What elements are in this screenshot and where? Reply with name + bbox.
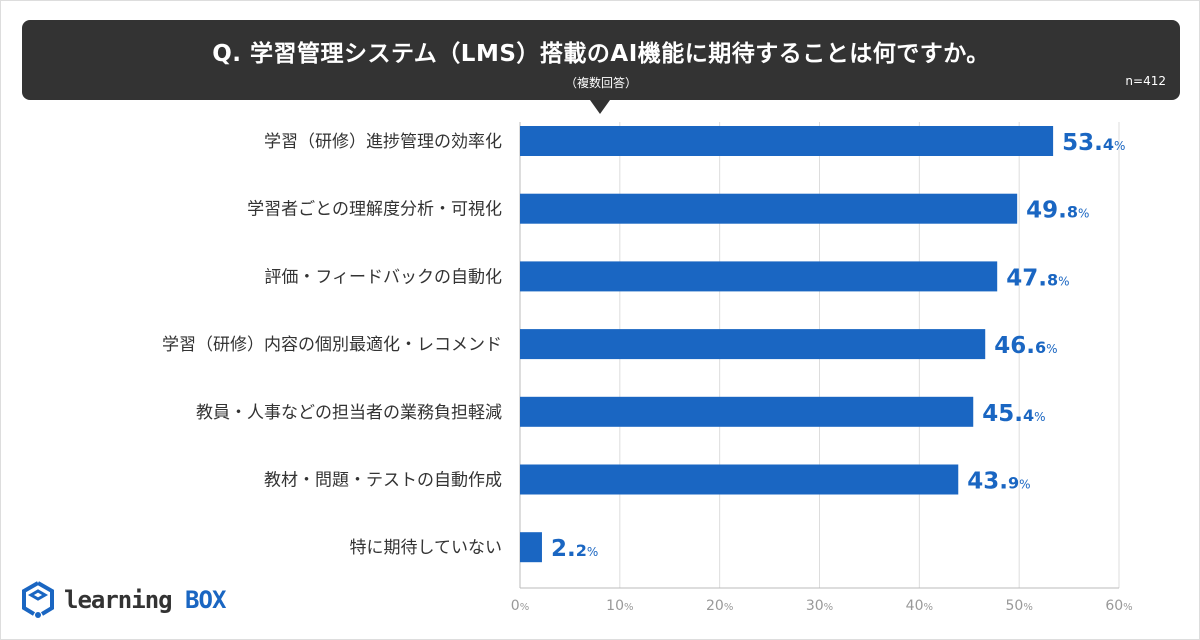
bar bbox=[520, 396, 974, 427]
x-tick-label: 60% bbox=[1105, 598, 1132, 614]
learningbox-logo: learning BOX bbox=[20, 580, 226, 620]
data-label: 45.4% bbox=[982, 401, 1045, 427]
question-banner: Q. 学習管理システム（LMS）搭載のAI機能に期待することは何ですか。 （複数… bbox=[22, 20, 1180, 100]
data-label: 46.6% bbox=[994, 333, 1057, 359]
x-tick-label: 20% bbox=[706, 598, 733, 614]
bar bbox=[520, 126, 1054, 156]
bar bbox=[520, 261, 998, 292]
category-label: 学習（研修）内容の個別最適化・レコメンド bbox=[162, 335, 502, 355]
sample-size: n=412 bbox=[1125, 74, 1166, 88]
data-label: 47.8% bbox=[1006, 265, 1069, 291]
category-label: 特に期待していない bbox=[350, 538, 503, 558]
chart-title: Q. 学習管理システム（LMS）搭載のAI機能に期待することは何ですか。 bbox=[212, 41, 990, 67]
banner-pointer bbox=[590, 100, 610, 114]
logo-text: learning bbox=[64, 586, 173, 614]
x-tick-label: 10% bbox=[606, 598, 633, 614]
data-label: 2.2% bbox=[551, 536, 598, 562]
logo-text-box: BOX bbox=[185, 586, 226, 614]
chart-subtitle: （複数回答） bbox=[564, 76, 637, 90]
category-label: 学習者ごとの理解度分析・可視化 bbox=[247, 200, 502, 220]
data-label: 53.4% bbox=[1062, 130, 1125, 156]
x-tick-label: 50% bbox=[1005, 598, 1032, 614]
x-tick-label: 40% bbox=[906, 598, 933, 614]
bar bbox=[520, 329, 986, 360]
bar bbox=[520, 193, 1018, 224]
data-label: 43.9% bbox=[967, 469, 1030, 495]
x-tick-label: 0% bbox=[511, 598, 529, 614]
x-tick-label: 30% bbox=[806, 598, 833, 614]
cube-logo-icon bbox=[22, 581, 54, 618]
category-label: 教材・問題・テストの自動作成 bbox=[264, 471, 502, 491]
category-label: 教員・人事などの担当者の業務負担軽減 bbox=[196, 403, 502, 423]
bar bbox=[520, 464, 959, 495]
data-label: 49.8% bbox=[1026, 198, 1089, 224]
category-label: 学習（研修）進捗管理の効率化 bbox=[264, 132, 502, 152]
category-label: 評価・フィードバックの自動化 bbox=[264, 267, 502, 287]
bar bbox=[520, 532, 542, 563]
